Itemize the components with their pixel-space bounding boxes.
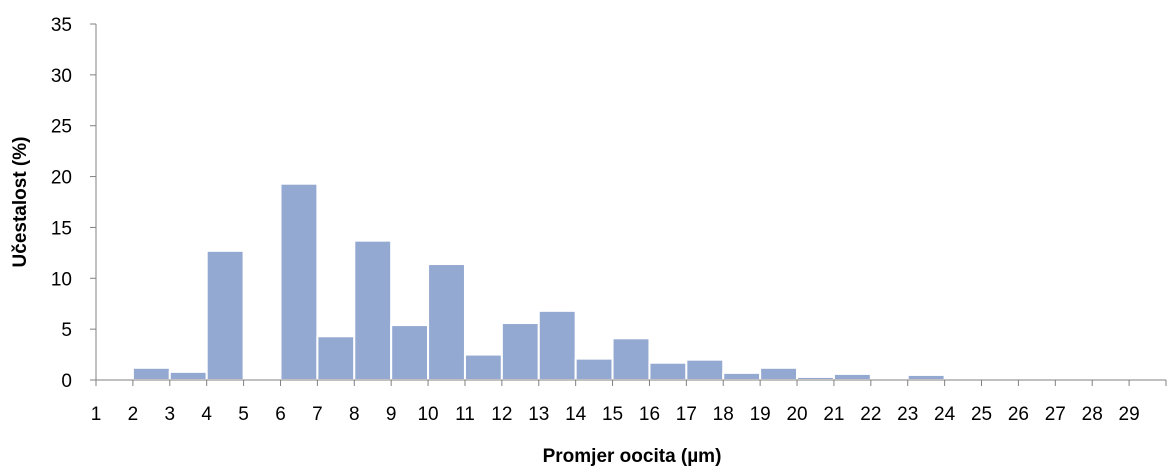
x-tick-label: 8 bbox=[349, 404, 360, 425]
bar-9 bbox=[390, 324, 430, 381]
bar-21 bbox=[832, 372, 872, 382]
bar-17 bbox=[685, 358, 725, 381]
bar-14 bbox=[574, 357, 614, 382]
y-tick-label: 10 bbox=[51, 269, 72, 290]
x-tick-label: 24 bbox=[934, 404, 956, 425]
bar-19 bbox=[759, 366, 799, 381]
x-tick-label: 4 bbox=[201, 404, 212, 425]
x-tick-label: 10 bbox=[417, 404, 438, 425]
x-tick-label: 25 bbox=[971, 404, 992, 425]
y-tick-label: 20 bbox=[51, 168, 72, 189]
bar-4 bbox=[205, 249, 245, 381]
x-tick-label: 1 bbox=[91, 404, 102, 425]
x-tick-label: 11 bbox=[455, 404, 475, 425]
y-axis-title: Učestalost (%) bbox=[10, 137, 31, 268]
bar-2 bbox=[131, 366, 171, 381]
x-tick-label: 20 bbox=[786, 404, 807, 425]
bar-10 bbox=[427, 263, 466, 381]
x-tick-label: 6 bbox=[275, 404, 286, 425]
y-tick-label: 0 bbox=[61, 371, 72, 392]
x-tick-label: 7 bbox=[312, 404, 323, 425]
y-tick-label: 15 bbox=[51, 218, 72, 239]
x-tick-label: 15 bbox=[602, 404, 623, 425]
x-tick-label: 5 bbox=[238, 404, 249, 425]
x-tick-label: 18 bbox=[713, 404, 734, 425]
x-tick-labels: 1 2 3 4 5 6 7 8 9 10 11 12 13 14 15 16 17 18 19 20 21 22 23 24 2… bbox=[91, 404, 1140, 425]
bar-18 bbox=[722, 371, 762, 382]
bar-6 bbox=[279, 182, 319, 381]
x-axis-title: Promjer oocita (µm) bbox=[543, 446, 722, 467]
bar-7 bbox=[316, 335, 356, 381]
x-tick-label: 14 bbox=[565, 404, 587, 425]
x-tick-label: 13 bbox=[528, 404, 549, 425]
y-tick-label: 30 bbox=[51, 66, 72, 87]
x-tick-label: 26 bbox=[1008, 404, 1029, 425]
y-tick-labels: 0 5 10 15 20 25 30 35 bbox=[51, 15, 72, 392]
y-tick-label: 35 bbox=[51, 15, 72, 36]
x-tick-label: 3 bbox=[165, 404, 176, 425]
x-tick-label: 19 bbox=[750, 404, 771, 425]
x-tick-label: 29 bbox=[1119, 404, 1140, 425]
x-tick-label: 9 bbox=[386, 404, 397, 425]
x-tick-label: 23 bbox=[897, 404, 918, 425]
bar-13 bbox=[537, 309, 577, 381]
x-tick-label: 22 bbox=[860, 404, 881, 425]
x-tick-label: 28 bbox=[1082, 404, 1103, 425]
x-tick-label: 27 bbox=[1045, 404, 1066, 425]
bar-16 bbox=[648, 361, 688, 381]
axes-group bbox=[90, 23, 1167, 386]
x-tick-label: 21 bbox=[823, 404, 844, 425]
y-tick-label: 5 bbox=[61, 320, 72, 341]
y-tick-label: 25 bbox=[51, 117, 72, 138]
bar-15 bbox=[611, 337, 651, 382]
x-tick-label: 16 bbox=[639, 404, 660, 425]
x-tick-label: 12 bbox=[491, 404, 512, 425]
bars-group bbox=[131, 182, 946, 382]
bar-3 bbox=[168, 370, 208, 381]
bar-11 bbox=[463, 353, 503, 382]
bar-8 bbox=[353, 239, 393, 381]
bar-12 bbox=[500, 322, 540, 382]
x-tick-label: 2 bbox=[128, 404, 139, 425]
bar-23 bbox=[906, 373, 946, 381]
x-tick-label: 17 bbox=[676, 404, 697, 425]
